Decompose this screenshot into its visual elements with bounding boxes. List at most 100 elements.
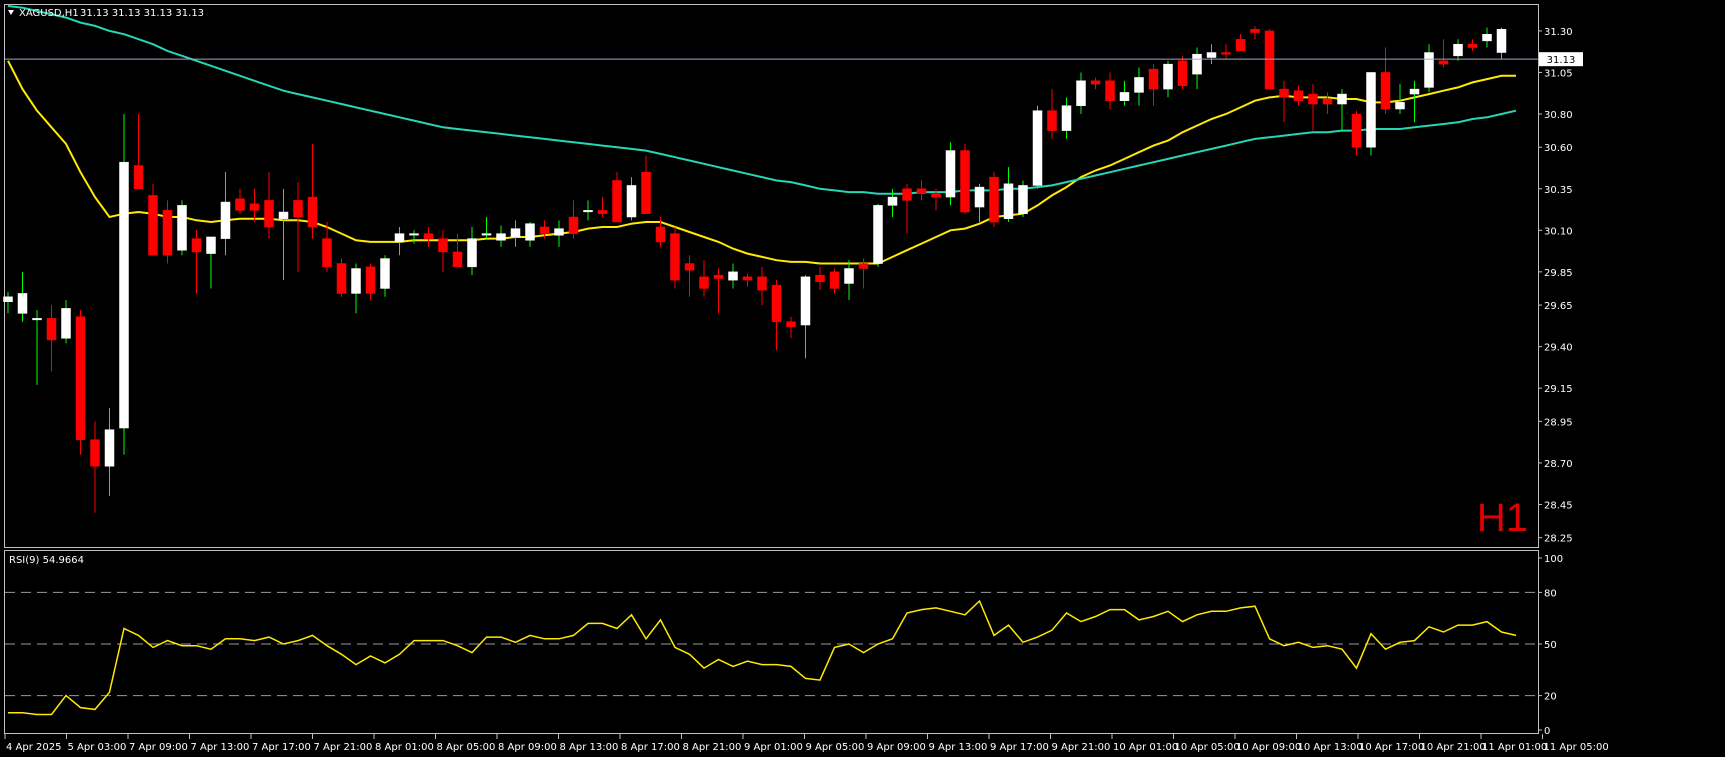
rsi-tick-label: 80 (1544, 588, 1557, 599)
time-tick-label: 11 Apr 01:00 (1482, 742, 1547, 753)
candle (612, 172, 622, 223)
time-tick-label: 10 Apr 17:00 (1359, 742, 1424, 753)
price-pane-frame (4, 4, 1539, 548)
current-price-tag-bg (1539, 52, 1583, 67)
candle (641, 155, 651, 214)
candle (409, 230, 419, 244)
moving-average-line (7, 60, 1516, 265)
candle-body (322, 238, 332, 268)
candle (1366, 72, 1376, 156)
time-tick-label: 9 Apr 13:00 (929, 742, 988, 753)
candle-body (1235, 38, 1246, 52)
candle (757, 266, 767, 306)
price-tick-label: 28.45 (1544, 500, 1573, 511)
candle-body (307, 196, 318, 228)
candle-body (1134, 77, 1144, 93)
candle (336, 258, 347, 297)
candle (931, 188, 941, 211)
candle (32, 310, 42, 385)
candle-body (1482, 33, 1492, 42)
rsi-pane[interactable]: 100 80 50 20 0 RSI(9) 54.9664 (4, 550, 1564, 738)
candle-body (1308, 93, 1318, 105)
candle-body (90, 439, 100, 467)
time-tick-label: 10 Apr 21:00 (1421, 742, 1486, 753)
candle (1163, 60, 1173, 98)
candle-body (887, 196, 898, 206)
candle (800, 275, 811, 359)
candle-body (206, 236, 216, 254)
candle (1134, 67, 1144, 106)
candle (771, 280, 782, 350)
price-tick-label: 30.60 (1544, 143, 1573, 154)
price-tick-label: 30.10 (1544, 226, 1573, 237)
candle-body (1090, 80, 1101, 85)
candle-body (974, 186, 985, 208)
candle (568, 200, 579, 239)
candle (815, 266, 825, 291)
candle (394, 226, 405, 256)
candle-body (61, 308, 71, 339)
candle-body (351, 268, 361, 294)
candle (1119, 80, 1130, 106)
rsi-line (8, 599, 1517, 716)
candle-body (32, 318, 42, 321)
moving-averages (7, 5, 1517, 265)
candle-body (1409, 88, 1420, 95)
candle (264, 172, 274, 239)
candle (945, 142, 956, 206)
candle-body (1395, 102, 1405, 110)
candle-body (1438, 60, 1449, 65)
price-pane[interactable]: 31.30 31.05 30.80 30.60 30.35 30.10 29.85 29.65… (3, 4, 1584, 548)
moving-average-line (7, 5, 1517, 195)
candle (249, 188, 260, 222)
candle (496, 225, 506, 247)
rsi-series (8, 599, 1517, 716)
price-tick-label: 28.25 (1544, 534, 1573, 545)
candle-body (873, 205, 883, 264)
candle-body (670, 233, 680, 281)
candle-body (1105, 80, 1115, 101)
candle (1076, 72, 1086, 114)
candle (75, 310, 86, 455)
candle (177, 200, 187, 256)
candle-body (481, 233, 492, 236)
candle (960, 143, 970, 214)
candle (1438, 39, 1449, 68)
candle-body (264, 200, 274, 228)
candle (206, 236, 216, 289)
candle-body (177, 205, 187, 251)
candle (162, 200, 173, 264)
price-tick-label: 29.40 (1544, 343, 1573, 354)
candle-body (612, 180, 622, 223)
candle-body (1250, 29, 1260, 33)
candle-body (278, 211, 289, 219)
candle (1235, 34, 1246, 52)
current-price-label: 31.13 (1547, 55, 1576, 66)
candle (844, 260, 854, 301)
candle-body (394, 233, 405, 243)
time-tick-label: 4 Apr 2025 (6, 742, 61, 753)
candle-body (75, 316, 86, 440)
candle-body (713, 274, 724, 279)
candle-body (1264, 30, 1275, 90)
candle (1090, 77, 1101, 90)
candle-body (148, 195, 158, 256)
candle (1032, 105, 1043, 189)
candle-body (380, 258, 390, 289)
price-tick-label: 31.05 (1544, 68, 1573, 79)
triangle-down-icon[interactable] (8, 10, 14, 15)
candle-body (1003, 183, 1014, 219)
candle-body (162, 210, 173, 256)
candle-body (1192, 53, 1202, 75)
candle (858, 258, 869, 289)
candle-body (568, 216, 579, 234)
candle (539, 220, 550, 239)
price-tick-label: 28.95 (1544, 417, 1573, 428)
candles (3, 25, 1507, 513)
candle-body (989, 176, 999, 223)
time-tick-label: 8 Apr 09:00 (498, 742, 557, 753)
candle-body (583, 210, 593, 213)
candle-body (336, 263, 347, 294)
candle-body (467, 238, 477, 268)
